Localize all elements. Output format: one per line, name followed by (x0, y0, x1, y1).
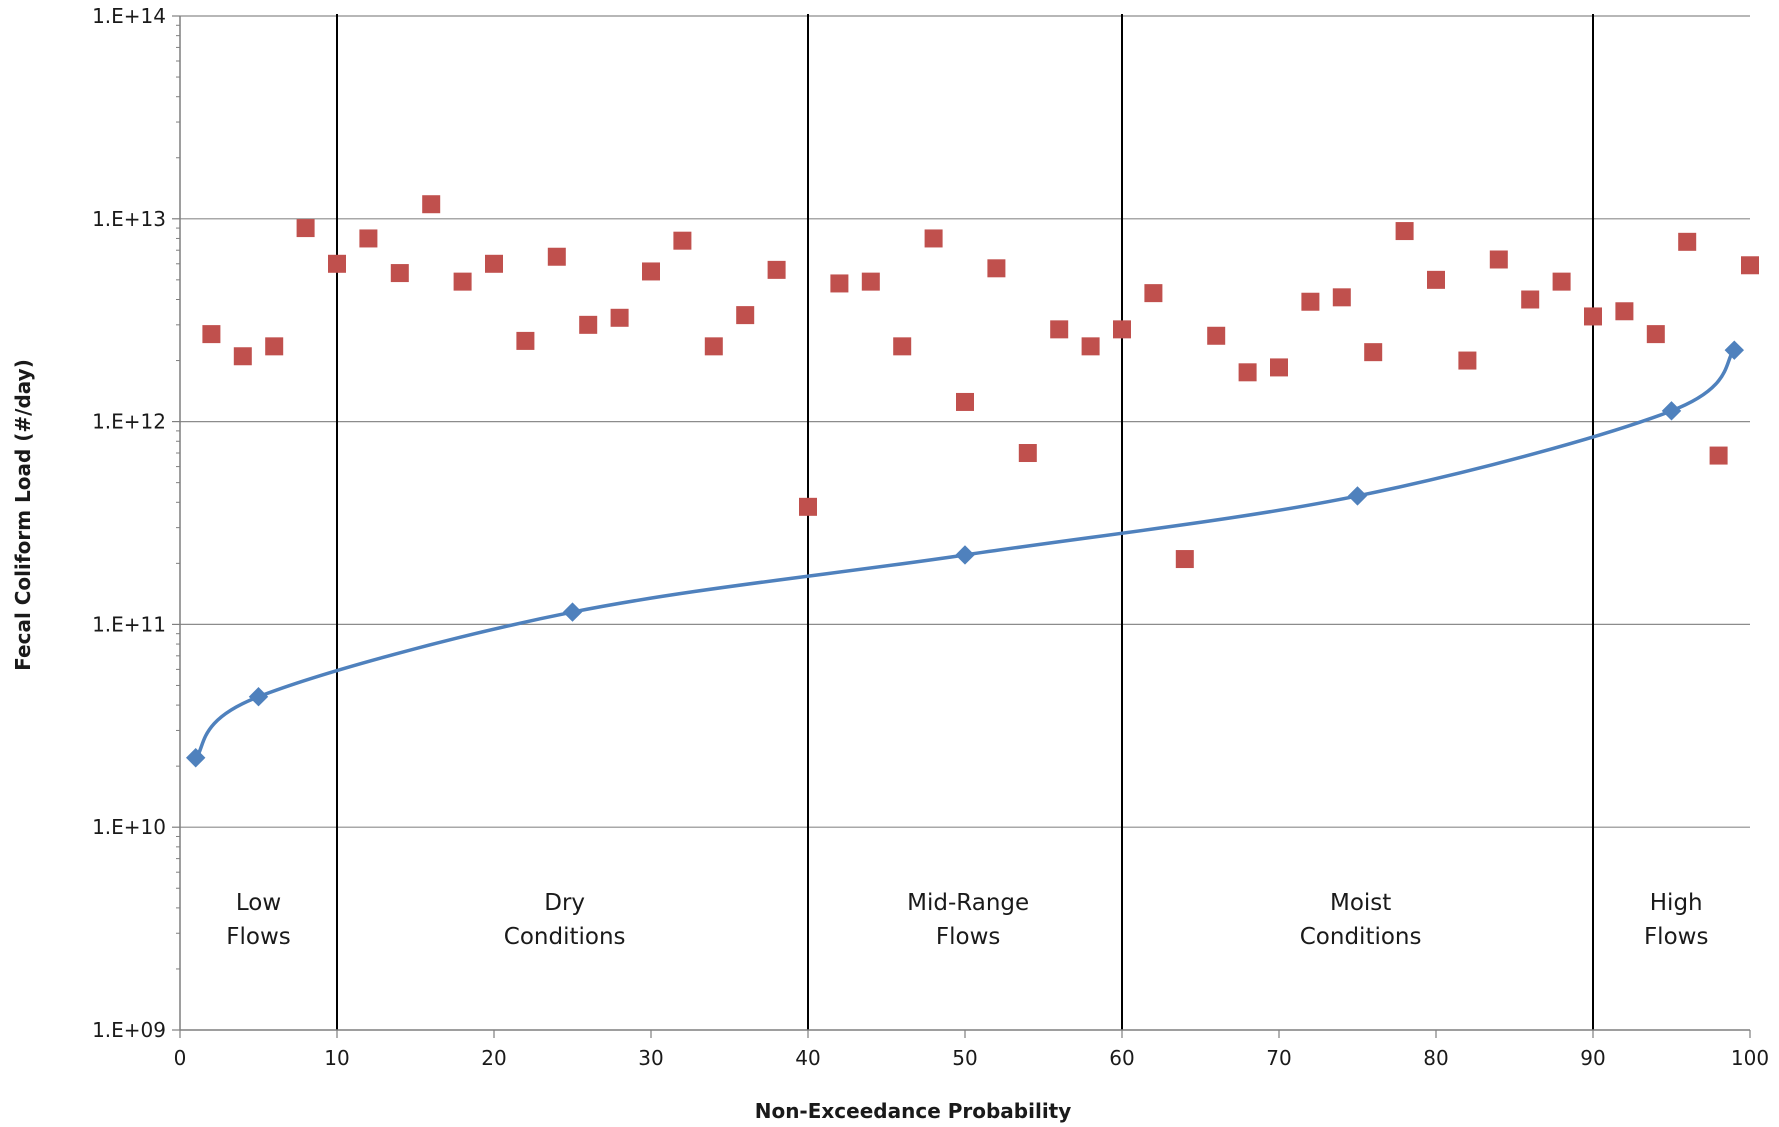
y-tick-label-1: 1.E+10 (92, 815, 166, 839)
series-1-point-12 (579, 315, 598, 334)
series-0-point-1 (248, 687, 269, 707)
series-0-point-6 (1724, 340, 1745, 360)
series-1-point-11 (547, 247, 566, 266)
series-1-point-36 (1332, 288, 1351, 307)
x-axis-title: Non-Exceedance Probability (755, 1099, 1072, 1123)
series-1-point-46 (1646, 325, 1665, 344)
region-label-1-line1: Dry (544, 890, 585, 916)
region-label-1-line2: Conditions (504, 924, 626, 950)
region-label-3-line1: Moist (1330, 890, 1391, 916)
series-1-point-8 (453, 272, 472, 291)
x-tick-label-3: 30 (638, 1046, 663, 1070)
region-label-2-line1: Mid-Range (907, 890, 1029, 916)
region-labels: Low Flows Dry Conditions Mid-Range Flows Moist… (226, 890, 1708, 950)
series-1-point-32 (1207, 326, 1226, 345)
x-tick-labels: 0 10 20 30 40 50 60 70 80 90 100 (174, 1046, 1769, 1070)
series-0-point-5 (1661, 401, 1682, 421)
series-1-point-17 (736, 306, 755, 325)
series-1-point-44 (1584, 307, 1602, 326)
series-1-point-48 (1709, 446, 1728, 465)
x-tick-label-5: 50 (952, 1046, 977, 1070)
x-tick-label-10: 100 (1731, 1046, 1769, 1070)
series-1-point-41 (1489, 250, 1508, 269)
x-tick-label-6: 60 (1109, 1046, 1134, 1070)
series-0-point-3 (955, 545, 975, 565)
series-1-point-35 (1301, 292, 1320, 311)
series-1-point-25 (987, 259, 1006, 278)
series-1-point-26 (1018, 444, 1037, 463)
x-tick-label-7: 70 (1266, 1046, 1291, 1070)
series-0-point-0 (185, 748, 206, 768)
series-1-point-24 (956, 392, 974, 411)
axes-layer (172, 15, 1751, 1038)
x-tick-label-0: 0 (174, 1046, 187, 1070)
series-1-point-33 (1238, 363, 1257, 382)
region-label-0-line1: Low (236, 890, 281, 916)
series-1-point-30 (1144, 284, 1163, 303)
series-1-point-6 (390, 264, 409, 283)
grid-layer (180, 15, 1750, 828)
series-0-point-4 (1347, 486, 1368, 506)
series-1-point-39 (1427, 270, 1445, 289)
series-1-point-29 (1113, 320, 1131, 339)
series-1-point-22 (893, 337, 912, 356)
region-label-3-line2: Conditions (1300, 924, 1422, 950)
series-1-point-49 (1741, 256, 1759, 275)
series-1-point-0 (202, 325, 221, 344)
series-1-point-37 (1364, 343, 1383, 362)
y-tick-labels: 1.E+09 1.E+10 1.E+11 1.E+12 1.E+13 1.E+14 (92, 4, 166, 1042)
series-1-point-15 (673, 231, 692, 250)
series-1-point-31 (1175, 550, 1194, 569)
x-tick-label-8: 80 (1423, 1046, 1448, 1070)
series-1-point-5 (359, 229, 378, 248)
y-tick-label-2: 1.E+11 (92, 612, 166, 636)
y-tick-label-3: 1.E+12 (92, 410, 166, 434)
region-label-0-line2: Flows (226, 924, 291, 950)
series-1-point-2 (265, 337, 284, 356)
y-tick-label-4: 1.E+13 (92, 207, 166, 231)
x-tick-label-4: 40 (795, 1046, 820, 1070)
region-label-4-line1: High (1650, 890, 1703, 916)
y-axis-title: Fecal Coliform Load (#/day) (11, 359, 35, 671)
series-1-point-7 (422, 195, 441, 214)
series-1-point-23 (924, 229, 943, 248)
series-1-point-13 (610, 308, 629, 327)
series-1-point-1 (233, 347, 252, 366)
x-tick-label-2: 20 (481, 1046, 506, 1070)
region-label-4-line2: Flows (1644, 924, 1709, 950)
region-label-2-line2: Flows (936, 924, 1001, 950)
series-1-point-19 (799, 497, 817, 516)
series-1-point-42 (1521, 290, 1540, 309)
x-tick-label-9: 90 (1580, 1046, 1605, 1070)
series-1-point-14 (642, 262, 660, 281)
series-1-point-18 (767, 260, 786, 279)
x-tick-label-1: 10 (324, 1046, 349, 1070)
region-boundary-layer (336, 14, 1594, 1030)
series-1-point-21 (861, 272, 880, 291)
series-1-point-16 (704, 337, 723, 356)
series-1-point-45 (1615, 302, 1634, 321)
series-1-point-9 (485, 254, 503, 273)
series-1-point-43 (1552, 272, 1571, 291)
series-1-point-20 (830, 274, 849, 293)
series-1-point-3 (296, 219, 315, 238)
series-1-point-40 (1458, 351, 1477, 370)
y-tick-label-0: 1.E+09 (92, 1018, 166, 1042)
y-tick-label-5: 1.E+14 (92, 4, 166, 28)
series-1-point-28 (1081, 337, 1100, 356)
series-1-point-10 (516, 331, 535, 350)
series-1-point-27 (1050, 320, 1069, 339)
series-1-point-34 (1270, 358, 1288, 377)
series-1-point-47 (1678, 232, 1697, 251)
series-1-point-38 (1395, 222, 1414, 241)
series-0-point-2 (562, 602, 583, 622)
series-layer (185, 195, 1759, 768)
series-1-point-4 (328, 254, 346, 273)
